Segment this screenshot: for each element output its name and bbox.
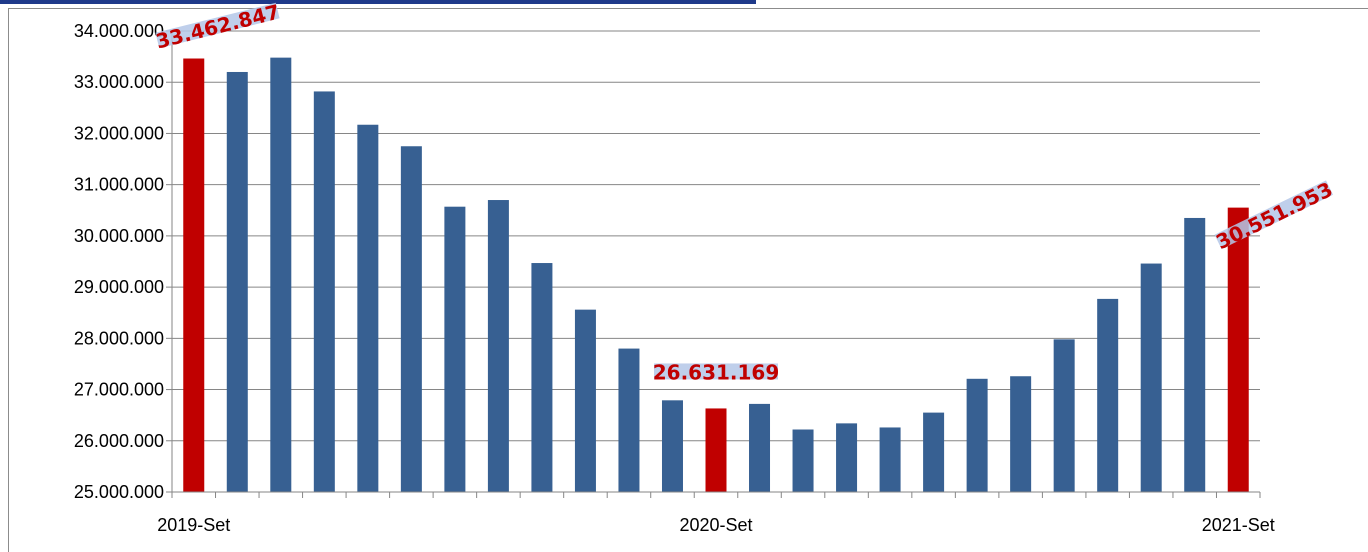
bar — [487, 200, 509, 493]
bar — [792, 429, 814, 492]
y-tick-label: 29.000.000 — [74, 277, 164, 297]
top-accent-bar — [0, 0, 756, 4]
bar — [357, 124, 379, 492]
bar — [1053, 339, 1075, 492]
x-tick-label: 2020-Set — [679, 515, 752, 535]
bar — [661, 400, 683, 492]
bar — [400, 146, 422, 492]
y-tick-label: 25.000.000 — [74, 482, 164, 502]
highlight-bar — [1227, 207, 1249, 492]
bar — [923, 412, 945, 492]
bar — [879, 427, 901, 492]
callout-box — [654, 363, 778, 380]
x-tick-label: 2019-Set — [157, 515, 230, 535]
bar — [531, 263, 553, 492]
highlight-bar — [705, 408, 727, 492]
bar — [1184, 217, 1206, 492]
bar — [966, 378, 988, 492]
bar — [618, 348, 640, 492]
callout-box — [1214, 180, 1334, 250]
y-tick-label: 28.000.000 — [74, 328, 164, 348]
callout-label: 33.462.847 — [153, 0, 282, 53]
y-tick-label: 32.000.000 — [74, 123, 164, 143]
bar — [836, 423, 858, 492]
bar — [270, 57, 292, 492]
chart-frame — [8, 8, 1368, 552]
bar — [574, 309, 596, 492]
y-tick-label: 30.000.000 — [74, 226, 164, 246]
y-tick-label: 31.000.000 — [74, 175, 164, 195]
bar — [1097, 298, 1119, 492]
callout-label: 26.631.169 — [653, 360, 780, 384]
bar — [1140, 263, 1162, 492]
callout-box — [155, 2, 280, 49]
bar — [444, 206, 466, 493]
bar — [1010, 376, 1032, 492]
highlight-bar — [183, 58, 205, 493]
bar — [226, 71, 248, 492]
bar — [313, 91, 335, 492]
y-tick-label: 33.000.000 — [74, 72, 164, 92]
y-tick-label: 34.000.000 — [74, 21, 164, 41]
bar — [749, 403, 771, 492]
y-tick-label: 27.000.000 — [74, 380, 164, 400]
y-tick-label: 26.000.000 — [74, 431, 164, 451]
x-tick-label: 2021-Set — [1202, 515, 1275, 535]
